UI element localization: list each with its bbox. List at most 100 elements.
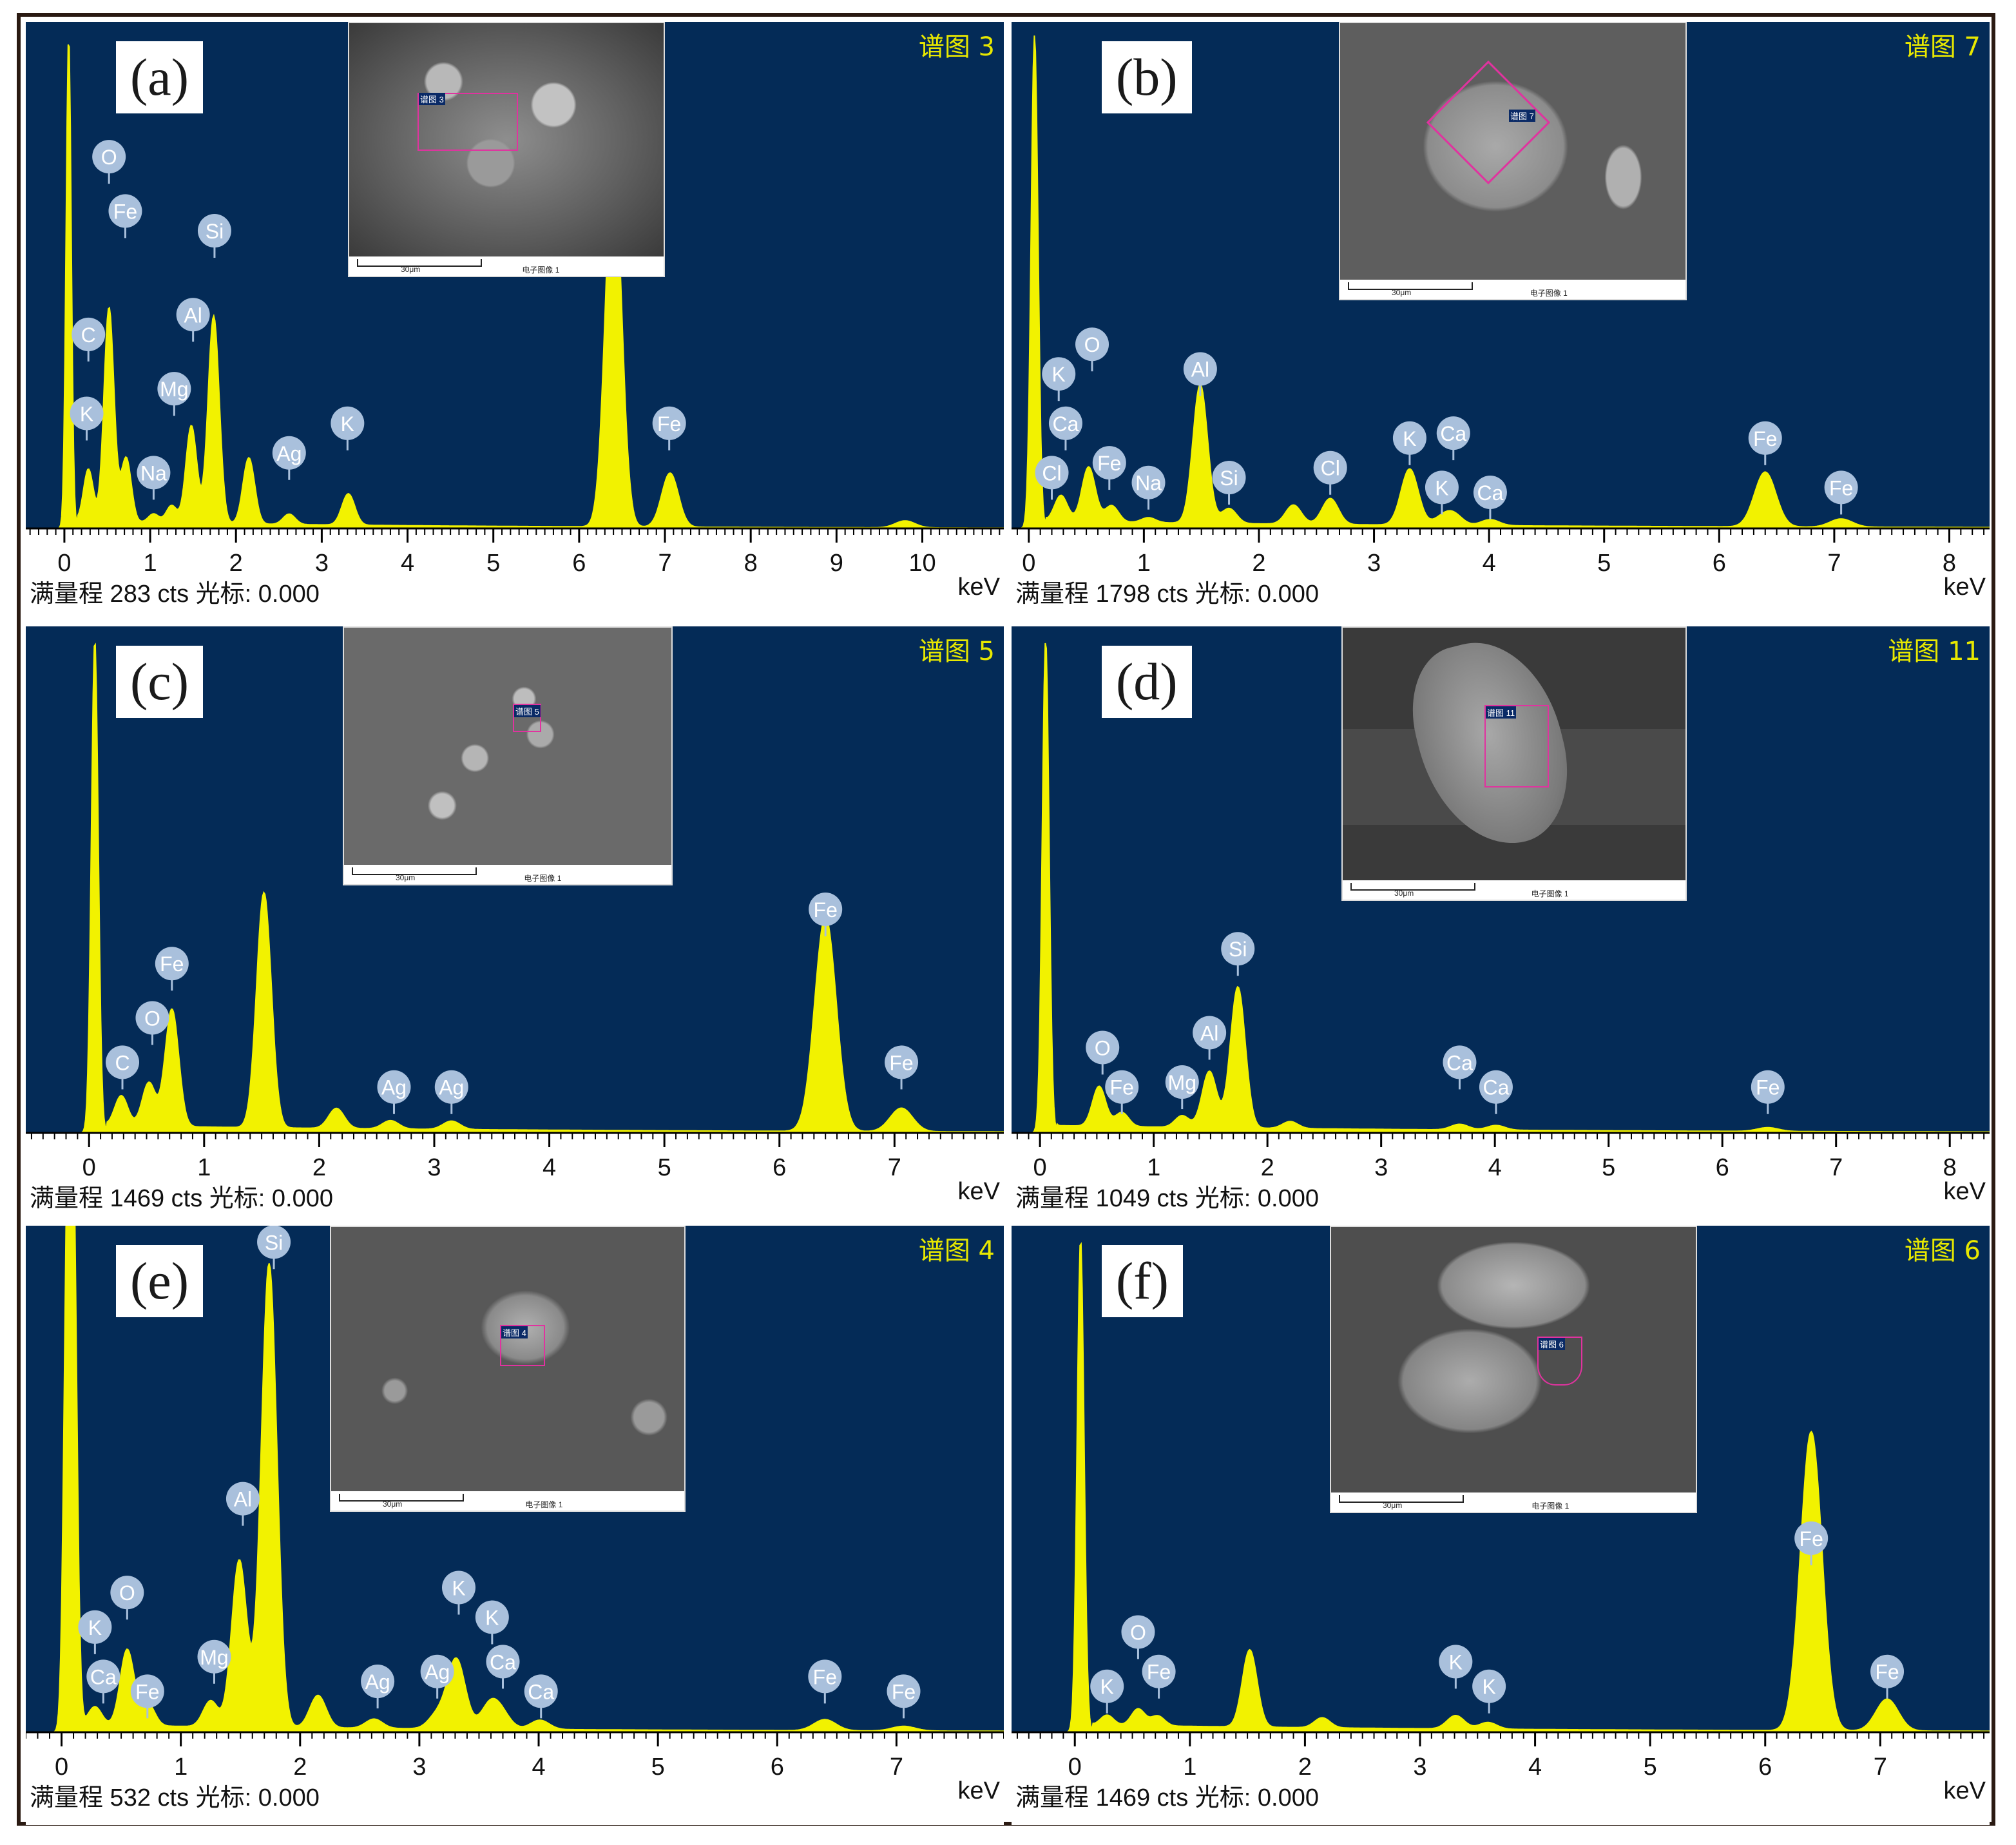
peak-element-label: Ag bbox=[439, 1076, 464, 1099]
peak-marker bbox=[92, 140, 126, 174]
peak-element-label: Al bbox=[184, 304, 202, 327]
peak-element-label: Fe bbox=[814, 898, 838, 922]
peak-marker bbox=[226, 1482, 260, 1516]
peak-marker bbox=[524, 1674, 558, 1708]
peak-marker bbox=[885, 1045, 919, 1079]
roi-box bbox=[1484, 705, 1549, 787]
x-tick-label: 5 bbox=[1602, 1154, 1615, 1181]
x-tick-label: 4 bbox=[532, 1753, 545, 1781]
x-tick-label: 3 bbox=[412, 1753, 426, 1781]
x-tick-label: 6 bbox=[1716, 1154, 1729, 1181]
peak-element-label: Fe bbox=[892, 1680, 916, 1703]
peak-element-label: C bbox=[115, 1051, 130, 1074]
roi-tag: 谱图 5 bbox=[514, 705, 541, 717]
panel-label: (f) bbox=[1102, 1245, 1183, 1317]
peak-element-label: O bbox=[144, 1007, 160, 1030]
x-tick-label: 7 bbox=[888, 1154, 901, 1181]
peak-marker bbox=[1165, 1065, 1199, 1099]
peak-marker bbox=[1105, 1070, 1139, 1104]
status-readout: 满量程 283 cts 光标: 0.000 bbox=[30, 581, 320, 608]
axis-strip bbox=[26, 1133, 1004, 1226]
peak-marker bbox=[110, 1576, 144, 1610]
x-tick-label: 6 bbox=[771, 1753, 784, 1781]
peak-element-label: Al bbox=[1191, 358, 1209, 382]
peak-element-label: Fe bbox=[160, 952, 184, 976]
roi-tag: 谱图 11 bbox=[1486, 706, 1517, 719]
peak-marker bbox=[1472, 1669, 1506, 1703]
peak-element-label: Fe bbox=[1800, 1527, 1823, 1550]
peak-element-label: Ag bbox=[381, 1076, 407, 1099]
roi-box bbox=[418, 93, 518, 151]
panel-label: (b) bbox=[1102, 41, 1192, 113]
peak-element-label: Ca bbox=[528, 1680, 554, 1703]
peak-marker bbox=[78, 1610, 112, 1644]
x-tick-label: 2 bbox=[1252, 550, 1265, 577]
x-tick-label: 3 bbox=[1367, 550, 1381, 577]
peak-marker bbox=[486, 1645, 520, 1679]
peak-element-label: Ag bbox=[365, 1670, 390, 1694]
x-tick-label: 6 bbox=[773, 1154, 786, 1181]
peak-marker bbox=[106, 1045, 140, 1079]
peak-element-label: O bbox=[1084, 333, 1100, 356]
scale-bar: 30μm 电子图像 1 bbox=[1331, 1492, 1696, 1512]
panel-label: (a) bbox=[116, 41, 204, 113]
x-unit: keV bbox=[957, 1777, 1000, 1804]
peak-marker bbox=[1436, 416, 1470, 450]
x-tick-label: 4 bbox=[401, 550, 414, 577]
panel-c: 0 1 2 3 4 5 6 7 Fe Fe Fe O C Ag Ag (c) 谱图 5 满量程 1469 c… bbox=[26, 626, 1004, 1226]
scale-bar: 30μm 电子图像 1 bbox=[331, 1491, 684, 1511]
sem-inset: 谱图 7 30μm 电子图像 1 bbox=[1339, 22, 1687, 300]
x-tick-label: 1 bbox=[1137, 550, 1151, 577]
panel-label: (d) bbox=[1102, 646, 1192, 718]
peak-marker bbox=[1443, 1045, 1477, 1079]
peak-marker bbox=[1473, 476, 1507, 510]
peak-element-label: Ag bbox=[276, 442, 302, 465]
peak-marker bbox=[86, 1659, 120, 1694]
peak-marker bbox=[272, 436, 306, 470]
x-tick-label: 7 bbox=[658, 550, 671, 577]
peak-marker bbox=[434, 1070, 468, 1104]
peak-element-label: Mg bbox=[1168, 1071, 1196, 1094]
x-unit: keV bbox=[957, 1178, 1000, 1205]
x-unit: keV bbox=[1943, 1777, 1986, 1804]
spectrum-plot: 0 1 2 3 4 5 6 7 8 Si Al Mg O Fe Ca Ca Fe bbox=[1012, 642, 1990, 1181]
x-tick-label: 0 bbox=[1033, 1154, 1047, 1181]
sem-image: 谱图 4 bbox=[331, 1227, 684, 1491]
peak-marker bbox=[1751, 1070, 1785, 1104]
peak-marker bbox=[155, 947, 189, 981]
x-tick-label: 4 bbox=[1483, 550, 1496, 577]
x-unit: keV bbox=[957, 574, 1000, 601]
peak-element-label: Al bbox=[1200, 1021, 1218, 1045]
peak-element-label: Ca bbox=[90, 1665, 117, 1688]
spectrum-title: 谱图 3 bbox=[918, 32, 995, 62]
peak-element-label: Fe bbox=[813, 1665, 837, 1688]
peak-marker bbox=[1092, 446, 1126, 480]
axis-strip bbox=[26, 528, 1004, 621]
roi-tag: 谱图 7 bbox=[1509, 110, 1535, 122]
peak-marker bbox=[331, 406, 365, 440]
peak-marker bbox=[808, 1659, 842, 1694]
peak-element-label: Si bbox=[206, 220, 224, 243]
x-tick-label: 0 bbox=[1068, 1753, 1082, 1781]
roi-box bbox=[500, 1325, 545, 1366]
spectrum-plot: 0 1 2 3 4 5 6 7 8 9 10 O Fe C K Mg Al Si Na Ag K Fe bbox=[26, 44, 1004, 577]
x-tick-label: 0 bbox=[57, 550, 71, 577]
x-tick-label: 3 bbox=[1374, 1154, 1388, 1181]
peak-element-label: Ca bbox=[1483, 1076, 1509, 1099]
peak-marker bbox=[1212, 461, 1246, 495]
x-tick-label: 0 bbox=[55, 1753, 68, 1781]
peak-marker bbox=[377, 1070, 411, 1104]
peak-marker bbox=[1090, 1669, 1124, 1703]
peak-element-label: Ca bbox=[1052, 412, 1079, 436]
spectrum-title: 谱图 11 bbox=[1888, 637, 1981, 666]
x-tick-label: 5 bbox=[658, 1154, 671, 1181]
peak-element-label: Ag bbox=[425, 1661, 450, 1684]
peak-element-label: K bbox=[1449, 1650, 1463, 1674]
x-tick-label: 10 bbox=[908, 550, 936, 577]
spectrum-title: 谱图 6 bbox=[1904, 1236, 1981, 1266]
x-tick-label: 7 bbox=[1829, 1154, 1843, 1181]
x-tick-label: 8 bbox=[744, 550, 758, 577]
status-readout: 满量程 1049 cts 光标: 0.000 bbox=[1015, 1185, 1319, 1212]
